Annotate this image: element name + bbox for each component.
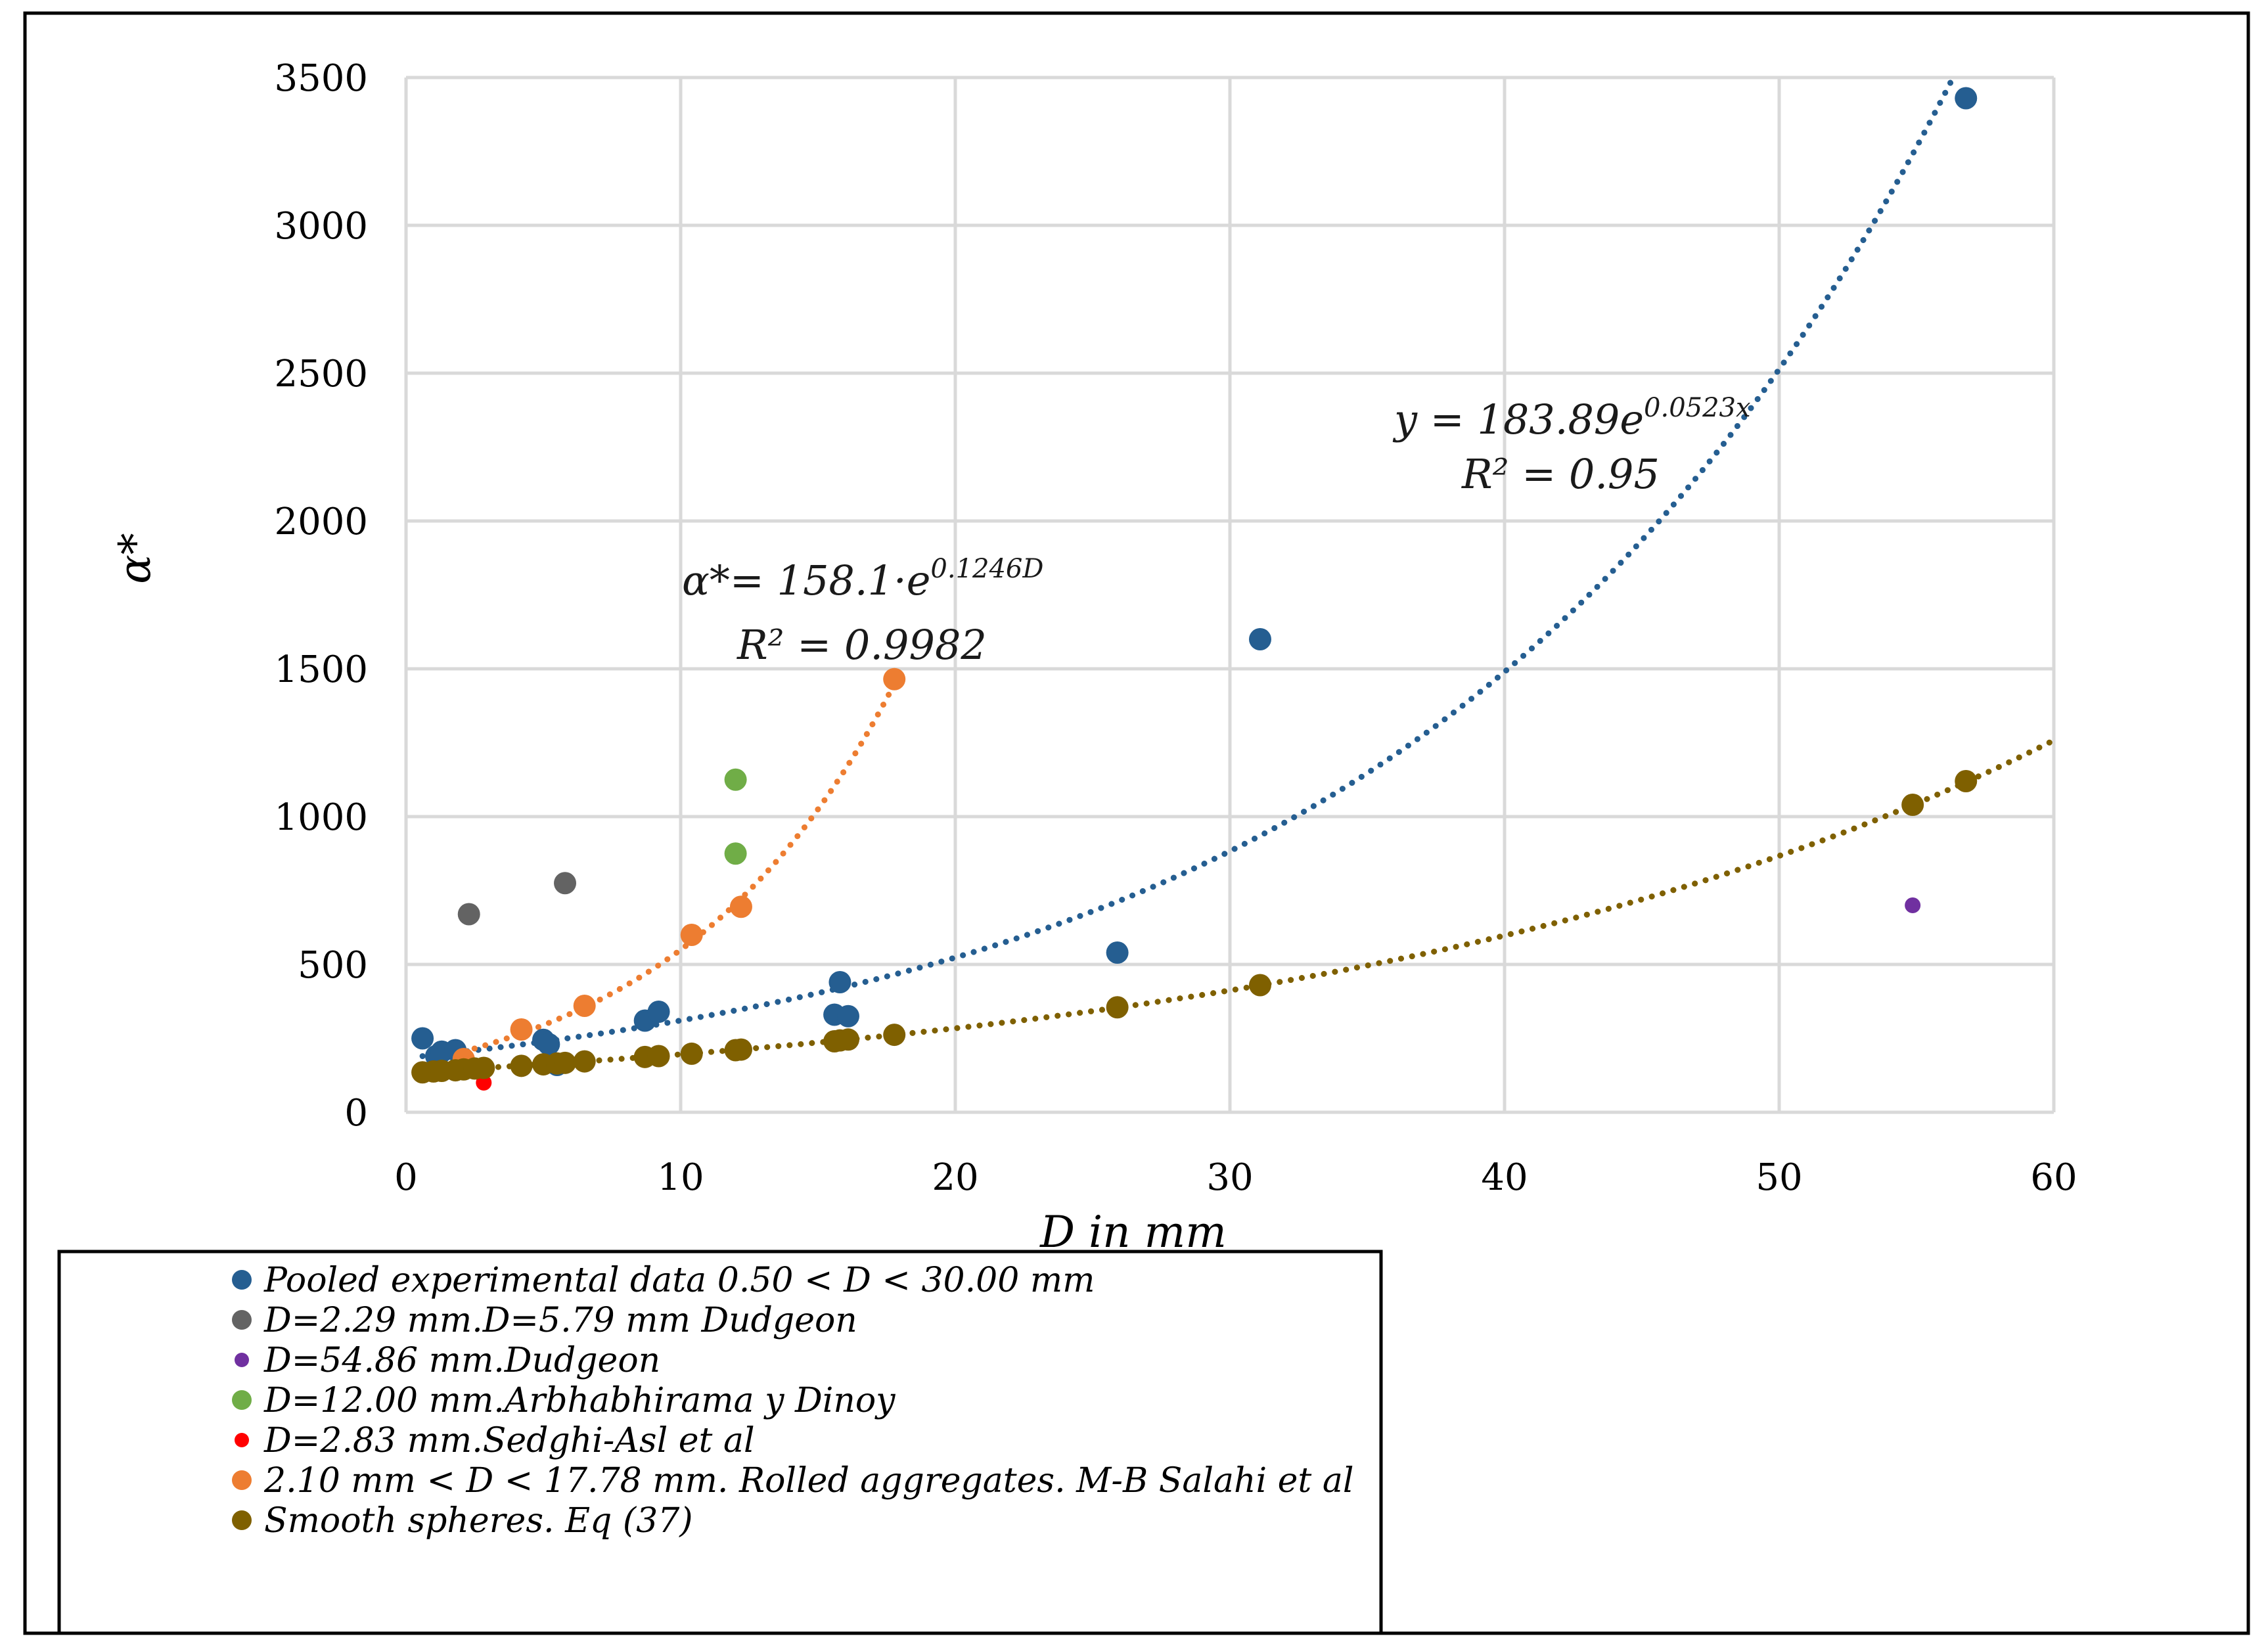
tick-label-layer: 0 10 20 30 40 50 60 0 500 1000 1500 2000 2500 3000 350… <box>274 57 2077 1199</box>
legend-label: D=2.29 mm.D=5.79 mm Dudgeon <box>263 1301 857 1340</box>
data-point-d-2-83-mm-sedghi-asl-et-al <box>476 1075 492 1091</box>
data-point-smooth-spheres-eq-37 <box>883 1024 906 1047</box>
trendline-layer <box>417 76 2057 1075</box>
data-point-smooth-spheres-eq-37 <box>573 1050 596 1073</box>
y-tick-label: 0 <box>344 1092 368 1135</box>
orange-trend-r-squared: R² = 0.9982 <box>737 621 987 669</box>
legend-items: Pooled experimental data 0.50 < D < 30.0… <box>232 1261 1353 1541</box>
data-point-smooth-spheres-eq-37 <box>1901 794 1924 816</box>
data-point-smooth-spheres-eq-37 <box>1106 996 1129 1019</box>
data-point-2-10-mm-d-17-78-mm-rolled-aggregates-m-b <box>510 1018 533 1041</box>
legend-marker <box>232 1510 252 1530</box>
y-tick-label: 3000 <box>274 205 368 248</box>
data-point-smooth-spheres-eq-37 <box>729 1038 752 1061</box>
blue-trend-r-squared: R² = 0.95 <box>1461 450 1660 498</box>
y-tick-label: 500 <box>298 944 368 987</box>
y-tick-label: 1000 <box>274 796 368 839</box>
legend-marker <box>235 1433 249 1447</box>
x-tick-label: 50 <box>1756 1156 1802 1199</box>
data-point-smooth-spheres-eq-37 <box>1248 974 1271 997</box>
y-tick-label: 2500 <box>274 353 368 395</box>
legend-marker <box>232 1390 252 1410</box>
data-point-smooth-spheres-eq-37 <box>472 1056 495 1079</box>
y-tick-label: 3500 <box>274 57 368 100</box>
legend-box <box>57 1250 1383 1635</box>
data-point-pooled-experimental-data-0-50-d-30-00-mm <box>537 1033 560 1056</box>
data-point-smooth-spheres-eq-37 <box>836 1028 859 1051</box>
legend-marker <box>235 1353 249 1367</box>
legend-label: 2.10 mm < D < 17.78 mm. Rolled aggregate… <box>263 1461 1353 1501</box>
data-point-d-12-00-mm-arbhabhirama-y-dinoy <box>724 768 747 791</box>
blue-trend-equation: y = 183.89e0.0523x <box>1392 393 1751 443</box>
orange-trend-equation-base: α*= 158.1·e <box>682 556 930 604</box>
legend-marker <box>232 1310 252 1330</box>
x-tick-label: 40 <box>1481 1156 1528 1199</box>
x-axis-title: D in mm <box>1039 1207 1227 1257</box>
legend-label: Smooth spheres. Eq (37) <box>264 1501 693 1541</box>
legend-label: D=12.00 mm.Arbhabhirama y Dinoy <box>263 1381 896 1420</box>
data-point-smooth-spheres-eq-37 <box>510 1054 533 1077</box>
legend-marker <box>232 1270 252 1290</box>
data-point-pooled-experimental-data-0-50-d-30-00-mm <box>1106 941 1129 964</box>
legend-marker <box>232 1470 252 1490</box>
data-point-pooled-experimental-data-0-50-d-30-00-mm <box>647 1001 670 1023</box>
x-tick-label: 0 <box>394 1156 418 1199</box>
orange-trend-equation: α*= 158.1·e0.1246D <box>682 554 1043 604</box>
trendline-pooled-experimental-data-0-50-d-30-00-mm <box>419 76 1955 1060</box>
legend-label: Pooled experimental data 0.50 < D < 30.0… <box>263 1261 1095 1300</box>
y-tick-label: 1500 <box>274 648 368 691</box>
legend-label: D=54.86 mm.Dudgeon <box>263 1341 660 1380</box>
data-point-d-12-00-mm-arbhabhirama-y-dinoy <box>724 842 747 865</box>
legend: Pooled experimental data 0.50 < D < 30.0… <box>57 1250 1383 1635</box>
data-point-pooled-experimental-data-0-50-d-30-00-mm <box>1248 628 1271 650</box>
data-point-pooled-experimental-data-0-50-d-30-00-mm <box>828 971 851 993</box>
grid-layer <box>404 76 2056 1114</box>
legend-label: D=2.83 mm.Sedghi-Asl et al <box>263 1421 755 1460</box>
x-tick-label: 60 <box>2030 1156 2077 1199</box>
data-point-2-10-mm-d-17-78-mm-rolled-aggregates-m-b <box>729 895 752 918</box>
data-point-2-10-mm-d-17-78-mm-rolled-aggregates-m-b <box>680 924 703 946</box>
trendline-smooth-spheres-eq-37 <box>417 737 2057 1075</box>
x-tick-label: 20 <box>932 1156 978 1199</box>
x-tick-label: 10 <box>657 1156 704 1199</box>
y-tick-label: 2000 <box>274 501 368 543</box>
y-axis-title: α* <box>110 533 160 584</box>
data-point-pooled-experimental-data-0-50-d-30-00-mm <box>1955 87 1978 110</box>
data-point-2-10-mm-d-17-78-mm-rolled-aggregates-m-b <box>883 667 906 690</box>
x-tick-label: 30 <box>1206 1156 1253 1199</box>
data-point-smooth-spheres-eq-37 <box>680 1042 703 1065</box>
data-point-2-10-mm-d-17-78-mm-rolled-aggregates-m-b <box>573 995 596 1017</box>
data-point-d-2-29-mm-d-5-79-mm-dudgeon <box>457 903 480 926</box>
data-point-d-2-29-mm-d-5-79-mm-dudgeon <box>554 872 577 895</box>
blue-trend-equation-base: y = 183.89e <box>1392 395 1644 443</box>
orange-trend-equation-exponent: 0.1246D <box>930 554 1043 584</box>
data-point-pooled-experimental-data-0-50-d-30-00-mm <box>836 1005 859 1028</box>
point-layer <box>411 87 1978 1091</box>
blue-trend-equation-exponent: 0.0523x <box>1644 393 1751 423</box>
data-point-smooth-spheres-eq-37 <box>554 1051 577 1074</box>
data-point-d-54-86-mm-dudgeon <box>1905 897 1921 913</box>
data-point-pooled-experimental-data-0-50-d-30-00-mm <box>411 1027 434 1050</box>
data-point-smooth-spheres-eq-37 <box>1955 770 1978 792</box>
data-point-smooth-spheres-eq-37 <box>647 1045 670 1068</box>
